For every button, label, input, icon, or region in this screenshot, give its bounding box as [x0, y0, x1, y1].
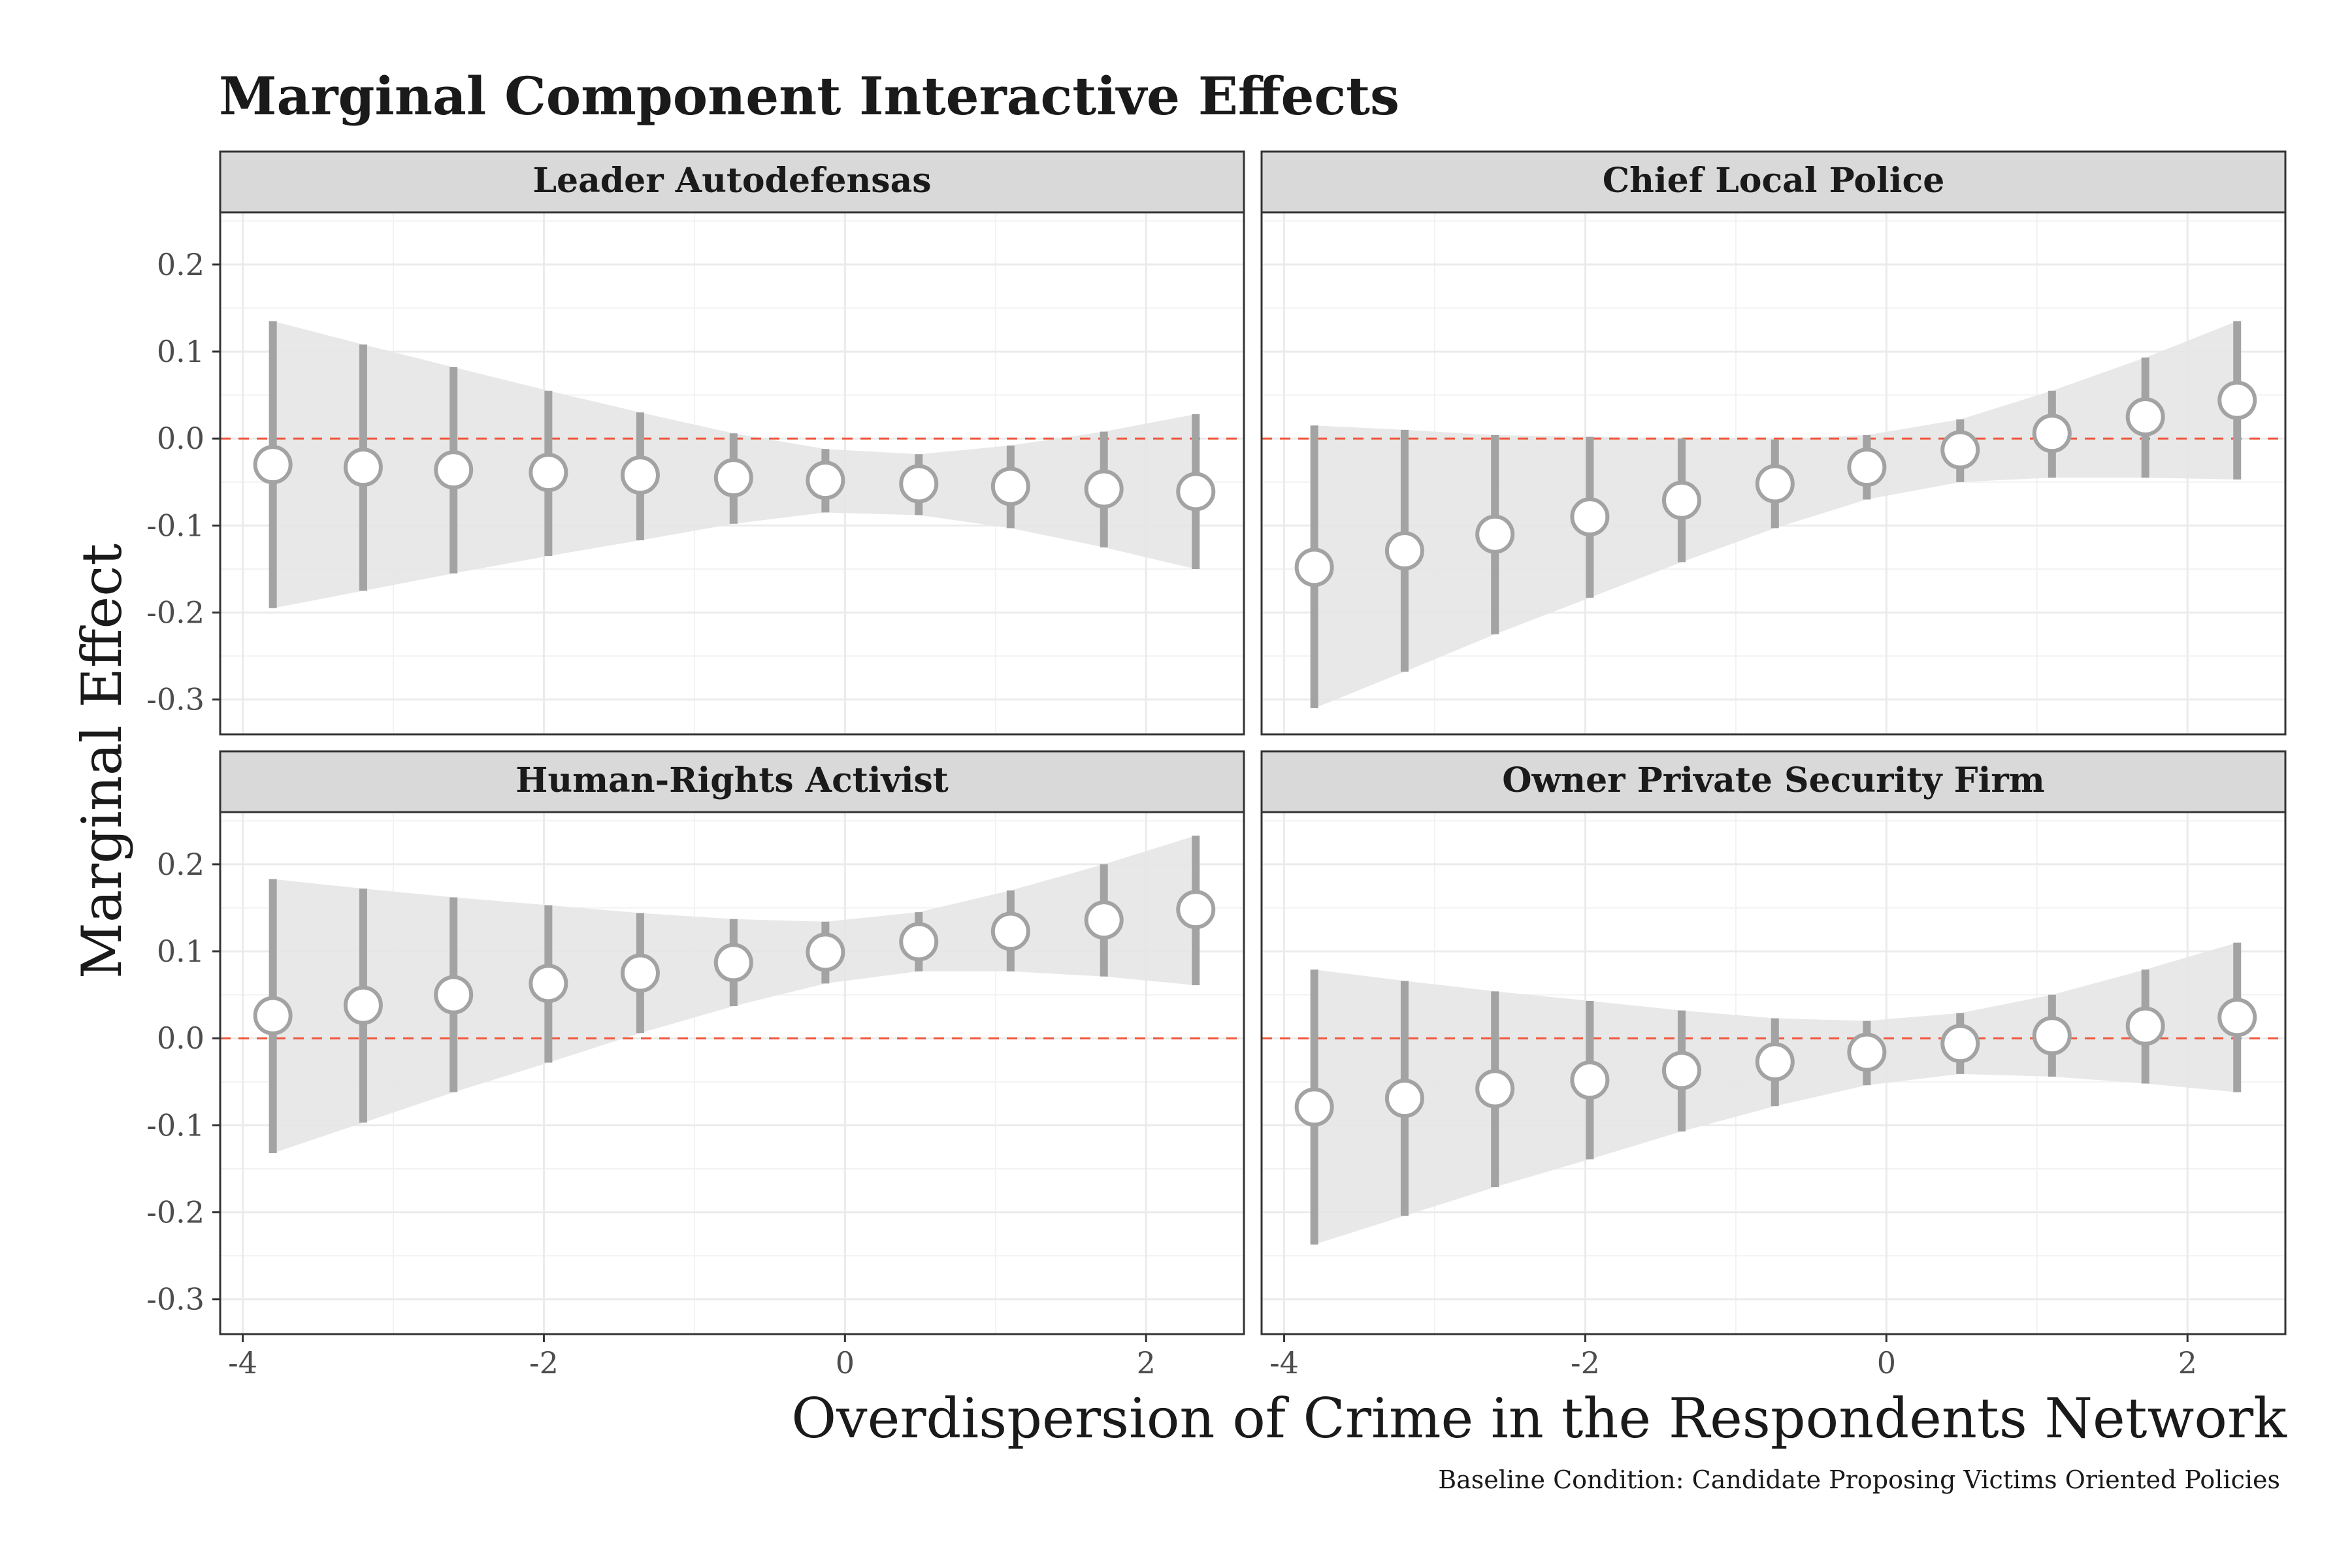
panel-human-rights-activist: Human-Rights Activist	[219, 750, 1245, 1335]
point-estimate	[899, 922, 939, 962]
facet-strip	[1260, 750, 2287, 813]
point-estimate	[253, 996, 293, 1036]
facet-strip-label: Chief Local Police	[1603, 161, 1945, 201]
point-estimate	[1661, 480, 1701, 520]
point-estimate	[899, 464, 939, 504]
x-tick-label: 2	[1137, 1345, 1156, 1380]
x-tick-label: 2	[2178, 1345, 2197, 1380]
facet-strip	[219, 150, 1245, 214]
panel-owner-private-security-firm: Owner Private Security Firm	[1260, 750, 2287, 1335]
point-estimate	[1475, 514, 1515, 554]
point-estimate	[1176, 890, 1216, 930]
point-estimate	[713, 943, 753, 983]
point-estimate	[2032, 414, 2072, 453]
point-estimate	[1084, 469, 1124, 509]
point-estimate	[529, 453, 568, 493]
point-estimate	[1176, 472, 1216, 512]
point-estimate	[2032, 1016, 2072, 1056]
point-estimate	[1084, 900, 1124, 940]
point-estimate	[620, 455, 660, 495]
y-tick-label: 0.2	[157, 247, 204, 282]
point-estimate	[806, 932, 845, 972]
facet-strip	[219, 750, 1245, 813]
x-tick-label: -2	[1571, 1345, 1600, 1380]
y-tick-label: -0.1	[146, 1107, 204, 1143]
y-tick-label: -0.3	[146, 682, 204, 717]
point-estimate	[1384, 531, 1424, 571]
y-tick-label: -0.1	[146, 508, 204, 543]
point-estimate	[990, 466, 1030, 506]
point-estimate	[1384, 1079, 1424, 1119]
point-estimate	[1570, 497, 1610, 537]
point-estimate	[343, 985, 383, 1025]
point-estimate	[1940, 1024, 1980, 1064]
y-tick-label: -0.2	[146, 1195, 204, 1230]
point-estimate	[1847, 1032, 1887, 1072]
panel-chief-local-police: Chief Local Police	[1260, 150, 2287, 736]
x-tick-label: -4	[1269, 1345, 1299, 1380]
point-estimate	[990, 911, 1030, 951]
x-axis-title: Overdispersion of Crime in the Responden…	[791, 1386, 2287, 1450]
facet-strip-label: Human-Rights Activist	[515, 760, 949, 800]
point-estimate	[2125, 397, 2165, 436]
point-estimate	[1755, 1042, 1795, 1082]
point-estimate	[1475, 1069, 1515, 1109]
point-estimate	[806, 461, 845, 500]
facet-strip	[1260, 150, 2287, 214]
axes: -0.3 -0.2 -0.1 0.0 0.1 0.2 -0.3 -0.2 -0.1 0.0 0.1 0…	[146, 247, 2197, 1380]
y-tick-label: 0.1	[157, 334, 204, 369]
facet-strip-label: Owner Private Security Firm	[1502, 760, 2045, 800]
x-tick-label: 0	[1877, 1345, 1896, 1380]
point-estimate	[1570, 1060, 1610, 1100]
x-tick-label: -4	[228, 1345, 257, 1380]
y-tick-label: 0.1	[157, 934, 204, 969]
point-estimate	[434, 975, 474, 1015]
panel-leader-autodefensas: Leader Autodefensas	[219, 150, 1245, 736]
caption: Baseline Condition: Candidate Proposing …	[1438, 1465, 2280, 1494]
point-estimate	[2217, 998, 2257, 1037]
point-estimate	[620, 953, 660, 993]
point-estimate	[1294, 547, 1334, 587]
point-estimate	[1847, 448, 1887, 487]
point-estimate	[1294, 1087, 1334, 1127]
point-estimate	[343, 448, 383, 487]
y-tick-label: 0.0	[157, 1021, 204, 1056]
point-estimate	[2125, 1006, 2165, 1046]
point-estimate	[529, 964, 568, 1004]
point-estimate	[1940, 430, 1980, 470]
point-estimate	[1661, 1051, 1701, 1090]
y-tick-label: 0.0	[157, 421, 204, 456]
point-estimate	[713, 458, 753, 498]
y-tick-label: 0.2	[157, 847, 204, 882]
point-estimate	[1755, 464, 1795, 504]
x-tick-label: 0	[836, 1345, 855, 1380]
y-tick-label: -0.3	[146, 1282, 204, 1317]
point-estimate	[434, 450, 474, 490]
x-tick-label: -2	[529, 1345, 559, 1380]
chart-title: Marginal Component Interactive Effects	[219, 65, 1399, 127]
facet-panels: Leader Autodefensas Chief Local Police Hum…	[219, 150, 2287, 1335]
y-axis-title: Marginal Effect	[70, 544, 134, 979]
point-estimate	[2217, 380, 2257, 420]
facet-strip-label: Leader Autodefensas	[532, 161, 931, 201]
y-tick-label: -0.2	[146, 595, 204, 630]
point-estimate	[253, 445, 293, 485]
